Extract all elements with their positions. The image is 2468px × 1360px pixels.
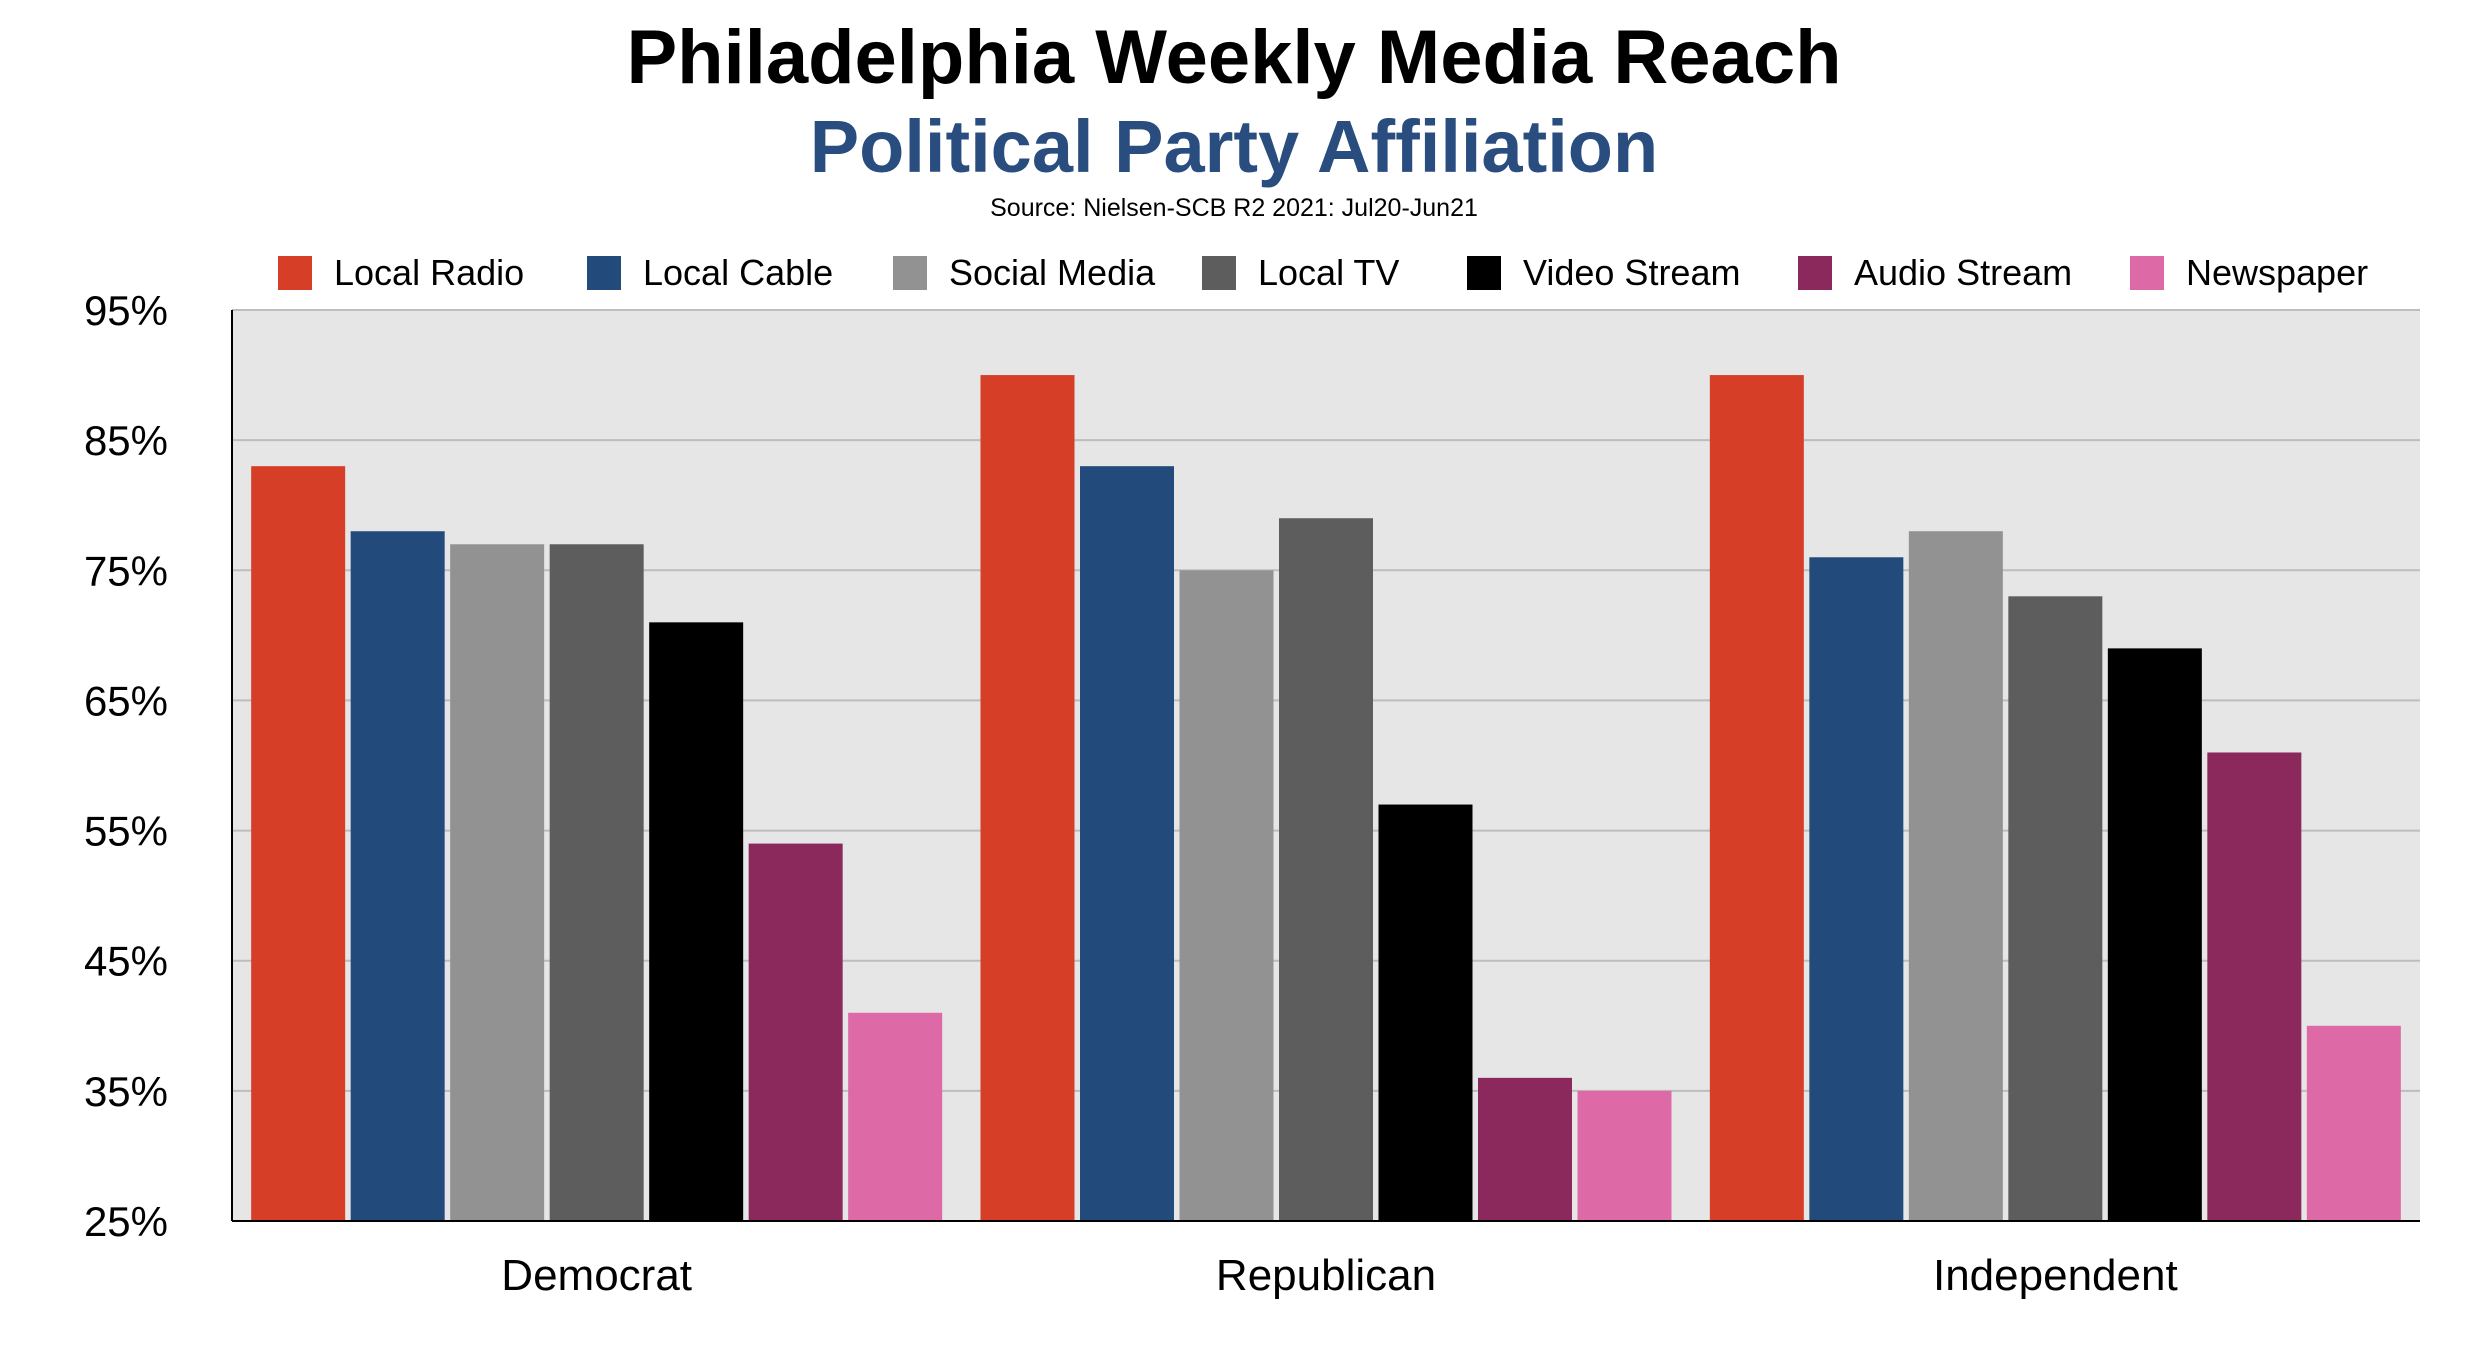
bar: [649, 622, 744, 1221]
bar: [549, 544, 644, 1221]
legend-item: Video Stream: [1467, 248, 1740, 298]
y-tick-label: 35%: [84, 1068, 168, 1115]
y-tick-label: 65%: [84, 677, 168, 724]
legend-item: Local TV: [1202, 248, 1399, 298]
x-tick-label: Democrat: [501, 1251, 692, 1300]
legend-swatch: [278, 256, 312, 290]
bar: [980, 375, 1075, 1222]
y-tick-label: 25%: [84, 1198, 168, 1245]
bar: [2107, 648, 2202, 1221]
legend-label: Local Radio: [334, 252, 525, 293]
bar: [350, 531, 445, 1221]
y-tick-label: 95%: [84, 287, 168, 334]
legend-swatch: [1202, 256, 1236, 290]
legend-item: Social Media: [893, 248, 1155, 298]
legend-item: Newspaper: [2130, 248, 2368, 298]
legend: Local Radio Local Cable Social Media Local …: [0, 248, 2468, 298]
y-tick-label: 85%: [84, 417, 168, 464]
legend-label: Local TV: [1258, 252, 1400, 293]
bar: [1908, 531, 2003, 1221]
bar: [1478, 1077, 1572, 1221]
legend-swatch: [587, 256, 621, 290]
legend-label: Social Media: [949, 252, 1156, 293]
bar: [1378, 804, 1473, 1221]
y-tick-label: 75%: [84, 547, 168, 594]
chart-title: Philadelphia Weekly Media Reach: [626, 15, 1842, 100]
chart-source: Source: Nielsen-SCB R2 2021: Jul20-Jun21: [990, 194, 1478, 222]
legend-swatch: [2130, 256, 2164, 290]
legend-label: Video Stream: [1523, 252, 1741, 293]
bar: [1279, 518, 1373, 1221]
legend-item: Local Radio: [278, 248, 524, 298]
bar: [2008, 596, 2103, 1221]
legend-swatch: [893, 256, 927, 290]
bar: [450, 544, 545, 1221]
bar: [251, 466, 346, 1222]
bar: [2306, 1025, 2401, 1221]
legend-item: Audio Stream: [1798, 248, 2072, 298]
bar: [1080, 466, 1174, 1222]
x-tick-label: Republican: [1216, 1251, 1436, 1300]
y-tick-label: 45%: [84, 938, 168, 985]
bar: [1709, 375, 1804, 1222]
legend-label: Audio Stream: [1854, 252, 2073, 293]
bar: [848, 1012, 943, 1221]
x-tick-label: Independent: [1933, 1251, 2178, 1300]
bar: [1809, 557, 1904, 1221]
legend-item: Local Cable: [587, 248, 833, 298]
legend-swatch: [1467, 256, 1501, 290]
y-tick-label: 55%: [84, 808, 168, 855]
bar: [2207, 752, 2302, 1221]
chart-subtitle: Political Party Affiliation: [809, 105, 1659, 188]
bar: [1179, 570, 1274, 1221]
bar: [748, 843, 843, 1221]
legend-label: Local Cable: [643, 252, 834, 293]
legend-label: Newspaper: [2186, 252, 2369, 293]
legend-swatch: [1798, 256, 1832, 290]
bar: [1577, 1090, 1672, 1221]
